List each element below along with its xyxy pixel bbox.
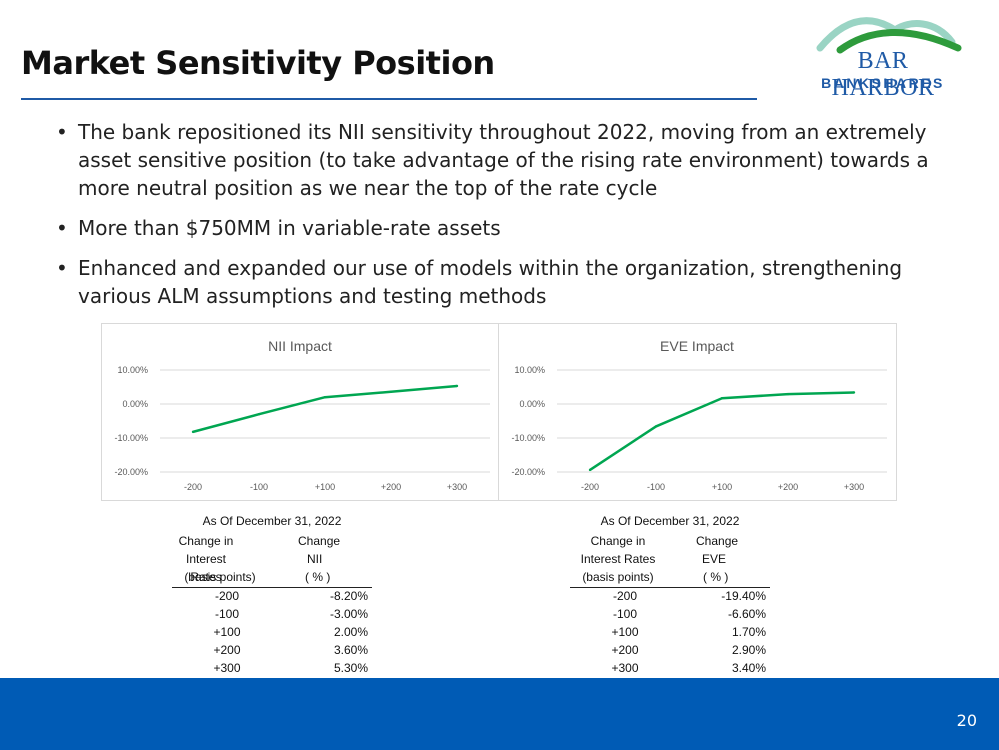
nii-impact-chart: NII Impact 10.00% 0.00% -10.00% -20.00% -200 -… <box>101 323 500 501</box>
data-point <box>323 396 327 399</box>
rate-shift-cell: -200 <box>214 589 240 603</box>
chart-title: EVE Impact <box>660 338 734 354</box>
rate-shift-cell: +200 <box>611 643 639 657</box>
title-divider <box>21 98 757 100</box>
x-tick-label: -200 <box>581 482 599 492</box>
bar-harbor-logo: BAR HARBOR BANKSHARES <box>800 12 965 101</box>
data-point <box>455 384 459 388</box>
bullet-item: • Enhanced and expanded our use of models… <box>56 254 936 310</box>
col-header-percent: ( % ) <box>305 570 331 584</box>
bullet-item: • More than $750MM in variable-rate asset… <box>56 214 936 242</box>
impact-cell: 2.90% <box>731 643 766 657</box>
col-header-change-in: Change in <box>178 534 234 548</box>
col-header-percent: ( % ) <box>703 570 729 584</box>
col-header-basis-points: (basis points) <box>184 570 256 584</box>
col-header-metric: EVE <box>702 552 727 566</box>
rate-shift-cell: +100 <box>213 625 241 639</box>
page-title: Market Sensitivity Position <box>21 44 495 82</box>
x-tick-label: +100 <box>712 482 732 492</box>
col-header-interest-rates: Interest Rates <box>185 552 227 584</box>
footer-bar: 20 <box>0 678 999 750</box>
col-header-change: Change <box>696 534 739 548</box>
bullet-item: • The bank repositioned its NII sensitivi… <box>56 118 936 202</box>
eve-impact-chart: EVE Impact 10.00% 0.00% -10.00% -20.00% -200 -… <box>498 323 897 501</box>
bullet-dot-icon: • <box>56 120 68 144</box>
col-header-change-in: Change in <box>590 534 646 548</box>
x-tick-label: +100 <box>315 482 335 492</box>
bullet-dot-icon: • <box>56 216 68 240</box>
rate-shift-cell: +100 <box>611 625 639 639</box>
table-caption: As Of December 31, 2022 <box>202 514 342 528</box>
data-point <box>257 413 261 416</box>
x-tick-label: -200 <box>184 482 202 492</box>
y-tick-label: -20.00% <box>114 467 148 477</box>
impact-cell: -19.40% <box>721 589 766 603</box>
table-row: -200 -19.40% <box>570 589 770 607</box>
rate-shift-cell: -200 <box>612 589 638 603</box>
impact-cell: -8.20% <box>329 589 368 603</box>
data-point <box>191 430 195 434</box>
data-point <box>389 390 393 393</box>
col-header-interest-rates: Interest Rates <box>580 552 656 566</box>
col-header-change: Change <box>298 534 341 548</box>
impact-cell: 3.60% <box>333 643 368 657</box>
nii-impact-chart-svg: NII Impact 10.00% 0.00% -10.00% -20.00% -200 -… <box>114 338 490 492</box>
x-tick-label: +300 <box>447 482 467 492</box>
logo-hills-icon <box>816 17 962 54</box>
x-tick-label: -100 <box>250 482 268 492</box>
y-tick-label: 0.00% <box>122 399 148 409</box>
y-tick-label: 0.00% <box>519 399 545 409</box>
logo-wordmark-bottom: BANKSHARES <box>821 75 945 91</box>
logo-wordmark-top: BAR HARBOR <box>831 48 935 101</box>
x-tick-label: +200 <box>778 482 798 492</box>
x-tick-label: +300 <box>844 482 864 492</box>
bullet-dot-icon: • <box>56 256 68 280</box>
impact-cell: 1.70% <box>731 625 766 639</box>
table-row: +100 1.70% <box>570 625 770 643</box>
data-point <box>720 397 724 400</box>
rate-shift-cell: -100 <box>214 607 240 621</box>
table-row: +300 5.30% <box>172 661 372 679</box>
rate-shift-cell: +200 <box>213 643 241 657</box>
impact-cell: -3.00% <box>329 607 368 621</box>
x-tick-label: -100 <box>647 482 665 492</box>
table-row: -200 -8.20% <box>172 589 372 607</box>
impact-cell: 2.00% <box>333 625 368 639</box>
rate-shift-cell: +300 <box>213 661 241 675</box>
y-tick-label: -10.00% <box>511 433 545 443</box>
table-row: +200 3.60% <box>172 643 372 661</box>
table-row: -100 -6.60% <box>570 607 770 625</box>
table-row: +100 2.00% <box>172 625 372 643</box>
y-tick-label: 10.00% <box>514 365 545 375</box>
col-header-basis-points: (basis points) <box>582 570 654 584</box>
data-point <box>588 468 592 472</box>
series-line <box>192 384 458 434</box>
rate-shift-cell: -100 <box>612 607 638 621</box>
rate-shift-cell: +300 <box>611 661 639 675</box>
chart-title: NII Impact <box>268 338 332 354</box>
impact-cell: -6.60% <box>727 607 766 621</box>
data-point <box>786 392 790 396</box>
impact-cell: 5.30% <box>333 661 368 675</box>
table-row: +200 2.90% <box>570 643 770 661</box>
y-tick-label: 10.00% <box>117 365 148 375</box>
bullet-text: More than $750MM in variable-rate assets <box>78 216 501 240</box>
impact-cell: 3.40% <box>731 661 766 675</box>
page-number: 20 <box>956 711 977 730</box>
data-point <box>654 425 658 428</box>
col-header-metric: NII <box>307 552 323 566</box>
data-point <box>852 391 856 394</box>
bullet-list: • The bank repositioned its NII sensitivi… <box>56 118 936 322</box>
eve-impact-chart-svg: EVE Impact 10.00% 0.00% -10.00% -20.00% -200 -… <box>511 338 887 492</box>
x-tick-label: +200 <box>381 482 401 492</box>
table-caption: As Of December 31, 2022 <box>600 514 740 528</box>
table-row: -100 -3.00% <box>172 607 372 625</box>
bullet-text: The bank repositioned its NII sensitivit… <box>78 120 929 200</box>
table-rule <box>172 587 372 588</box>
table-row: +300 3.40% <box>570 661 770 679</box>
y-tick-label: -10.00% <box>114 433 148 443</box>
bullet-text: Enhanced and expanded our use of models … <box>78 256 903 308</box>
y-tick-label: -20.00% <box>511 467 545 477</box>
table-rule <box>570 587 770 588</box>
